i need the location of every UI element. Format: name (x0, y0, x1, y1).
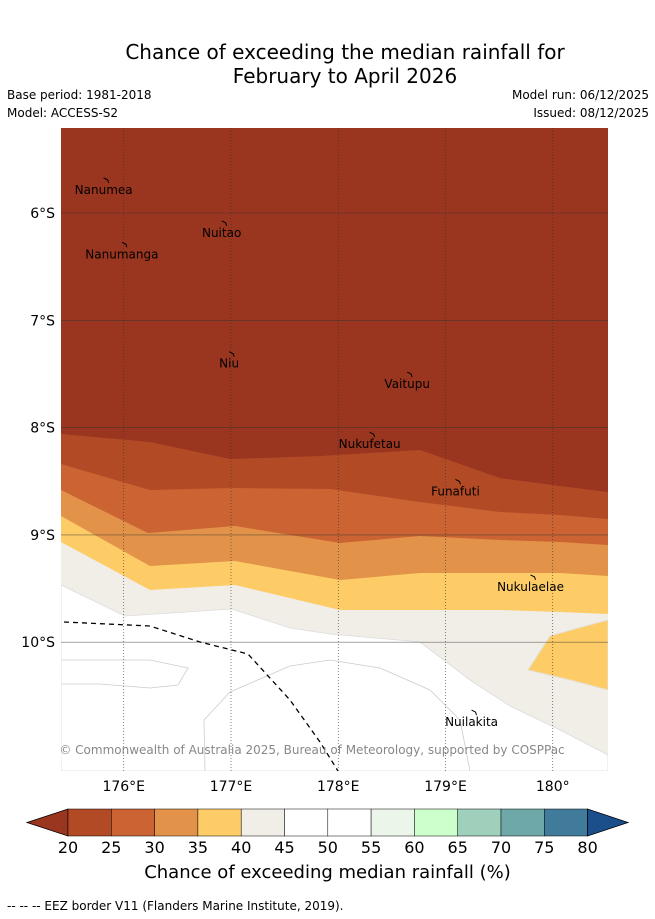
colorbar-cell (500, 808, 545, 837)
colorbar-cell (284, 808, 329, 837)
map-title: Chance of exceeding the median rainfall … (0, 40, 655, 88)
eez-border (63, 621, 339, 771)
model-run: Model run: 06/12/2025 (511, 88, 649, 102)
colorbar-cell (457, 808, 502, 837)
colorbar-tick-label: 20 (58, 838, 78, 857)
island-name: Vaitupu (384, 377, 430, 391)
island-shape (530, 574, 537, 581)
island-shape (406, 371, 413, 378)
base-period: Base period: 1981-2018 (7, 88, 152, 102)
contour-line (61, 659, 189, 689)
latitude-axis: 6°S 7°S 8°S 9°S 10°S (21, 206, 55, 651)
colorbar-cell (544, 808, 588, 837)
copyright-text: © Commonwealth of Australia 2025, Bureau… (59, 743, 564, 757)
island-shape (103, 177, 110, 184)
island-name: Nukufetau (339, 437, 401, 451)
colorbar-tick-label: 50 (318, 838, 338, 857)
colorbar-tick-label: 65 (448, 838, 468, 857)
issued-date: Issued: 08/12/2025 (533, 106, 649, 120)
colorbar-low-extend (25, 808, 69, 837)
longitude-tick-label: 180° (536, 779, 570, 795)
colorbar-label: Chance of exceeding median rainfall (%) (144, 862, 511, 883)
colorbar-tick-label: 55 (361, 838, 381, 857)
island-shape (221, 220, 228, 226)
island-name: Nuilakita (445, 715, 498, 729)
longitude-tick-label: 177°E (210, 779, 253, 795)
band-45-55 (61, 584, 608, 771)
colorbar-cell (327, 808, 372, 837)
colorbar-cell (67, 808, 112, 837)
island-name: Nuitao (202, 226, 241, 240)
colorbar-cell (154, 808, 199, 837)
island-name: Nukulaelae (497, 580, 564, 594)
island-shape (121, 241, 128, 248)
island-name: Funafuti (431, 484, 480, 498)
island-labels: Nanumea Nuitao Nanumanga Niu Vaitupu Nukufeta… (75, 177, 564, 729)
colorbar-tick-label: 35 (188, 838, 208, 857)
eez-legend-footnote: -- -- -- EEZ border V11 (Flanders Marine… (7, 899, 344, 913)
island-name: Niu (219, 357, 239, 371)
colorbar-tick-label: 75 (534, 838, 554, 857)
latitude-tick-label: 10°S (21, 635, 55, 651)
rainfall-map: Nanumea Nuitao Nanumanga Niu Vaitupu Nukufeta… (21, 128, 608, 795)
colorbar-tick-label: 30 (144, 838, 164, 857)
colorbar-tick-label: 45 (274, 838, 294, 857)
island-name: Nanumanga (85, 247, 158, 261)
colorbar-cell (111, 808, 155, 837)
colorbar-high-extend (587, 808, 630, 837)
colorbar-tick-label: 70 (491, 838, 511, 857)
title-line-2: February to April 2026 (232, 64, 458, 88)
latitude-tick-label: 6°S (30, 206, 55, 222)
longitude-tick-label: 179°E (424, 779, 467, 795)
model-name: Model: ACCESS-S2 (7, 106, 119, 120)
title-line-1: Chance of exceeding the median rainfall … (125, 40, 565, 64)
contour-line (203, 659, 471, 771)
longitude-tick-label: 178°E (317, 779, 360, 795)
island-name: Nanumea (75, 183, 133, 197)
longitude-axis: 176°E 177°E 178°E 179°E 180° (102, 779, 569, 795)
latitude-tick-label: 7°S (30, 313, 55, 329)
colorbar-tick-label: 25 (101, 838, 121, 857)
island-shape (228, 351, 235, 357)
colorbar-cell (414, 808, 458, 837)
latitude-tick-label: 9°S (30, 528, 55, 544)
latitude-tick-label: 8°S (30, 421, 55, 437)
longitude-tick-label: 176°E (102, 779, 145, 795)
colorbar-cell (370, 808, 415, 837)
colorbar-tick-label: 80 (577, 838, 597, 857)
colorbar-tick-label: 60 (404, 838, 424, 857)
island-shape (471, 709, 478, 716)
colorbar-cell (197, 808, 242, 837)
colorbar-tick-label: 40 (231, 838, 251, 857)
colorbar-cell (240, 808, 285, 837)
island-shape (369, 431, 376, 438)
patch-35-40-southeast (527, 619, 608, 691)
gridlines (61, 128, 608, 771)
island-shape (455, 478, 461, 485)
